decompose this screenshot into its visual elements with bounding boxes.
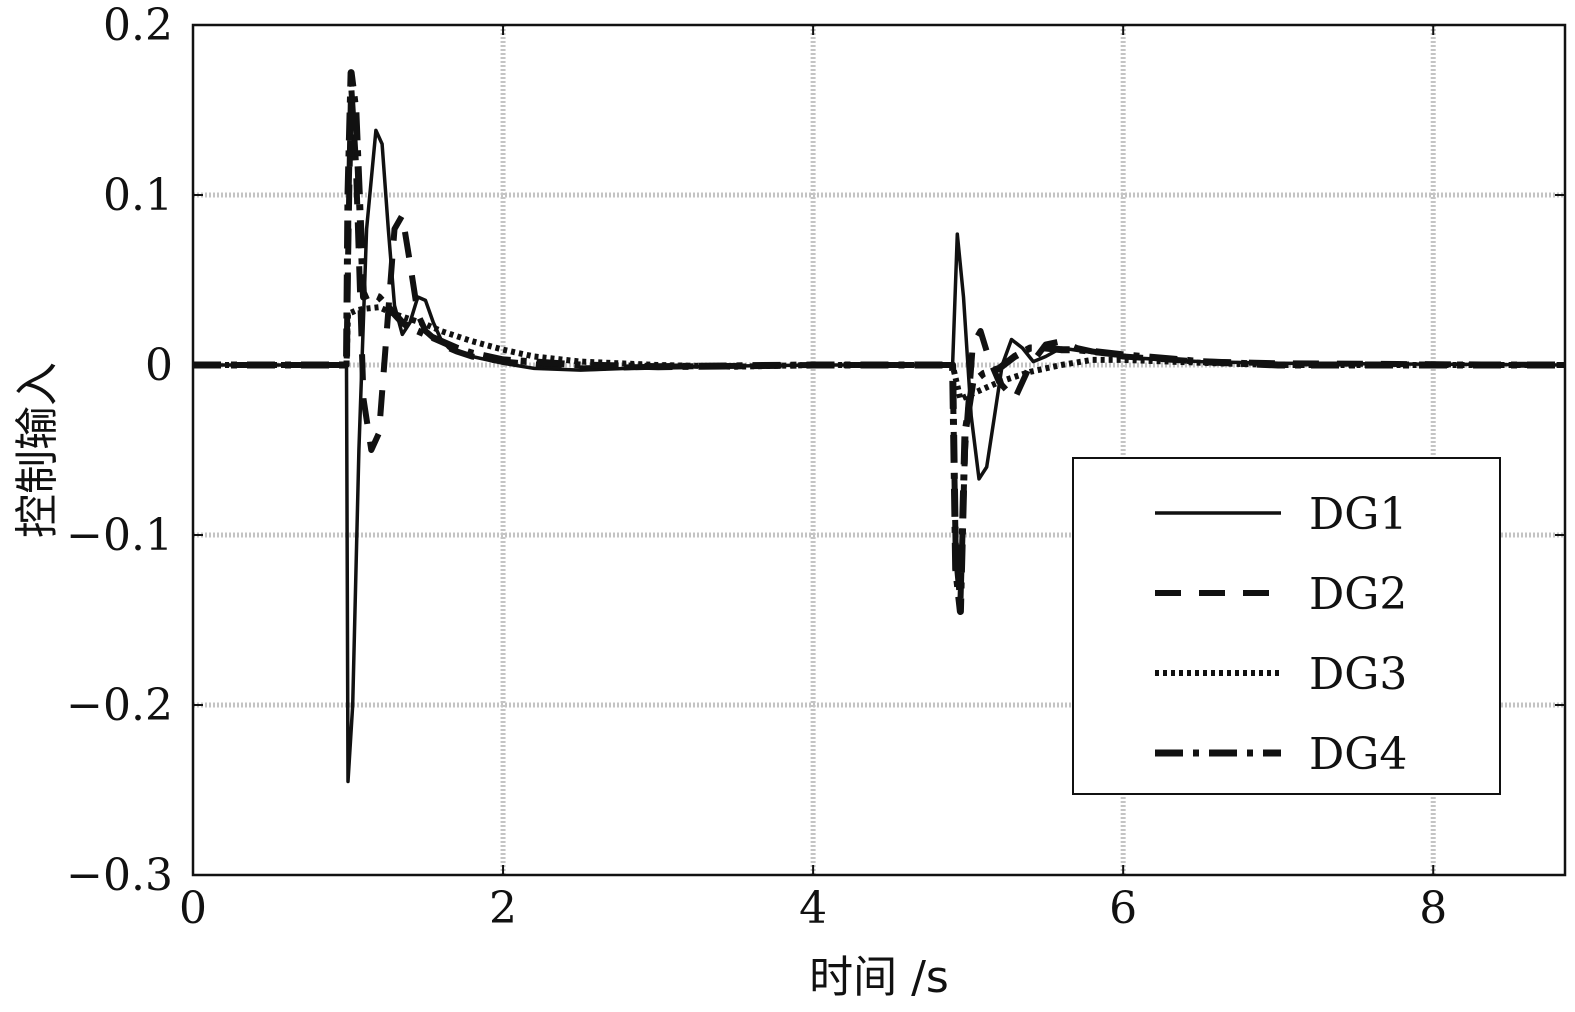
x-tick-label: 2 — [489, 883, 517, 934]
series-line-dg4 — [193, 69, 1565, 615]
legend-label-dg4: DG4 — [1309, 729, 1407, 780]
series-line-dg3 — [193, 304, 1565, 402]
y-tick-label: 0 — [145, 340, 173, 391]
y-tick-label: −0.1 — [66, 510, 173, 561]
y-tick-label: 0.1 — [103, 170, 173, 221]
series-layer — [193, 69, 1566, 784]
x-axis-ticks: 0 2 4 6 8 — [179, 25, 1447, 934]
legend-label-dg1: DG1 — [1309, 489, 1407, 540]
legend-item-dg1: DG1 — [1155, 489, 1407, 540]
x-axis-label: 时间 /s — [809, 952, 949, 1003]
legend-item-dg4: DG4 — [1155, 729, 1407, 780]
y-tick-label: −0.3 — [66, 850, 173, 901]
y-tick-label: −0.2 — [66, 680, 173, 731]
legend-item-dg3: DG3 — [1155, 649, 1407, 700]
legend-label-dg3: DG3 — [1309, 649, 1407, 700]
x-tick-label: 6 — [1109, 883, 1137, 934]
x-tick-label: 4 — [799, 883, 827, 934]
x-tick-label: 0 — [179, 883, 207, 934]
plot-frame — [191, 23, 1567, 877]
legend-label-dg2: DG2 — [1309, 569, 1407, 620]
y-axis-ticks: 0.2 0.1 0 −0.1 −0.2 −0.3 — [66, 0, 1565, 901]
legend-item-dg2: DG2 — [1155, 569, 1407, 620]
series-line-dg2 — [193, 81, 1566, 606]
legend: DG1 DG2 DG3 DG4 — [1072, 457, 1501, 795]
y-axis-label: 控制输入 — [12, 362, 63, 538]
legend-box — [1072, 457, 1501, 795]
x-tick-label: 8 — [1419, 883, 1447, 934]
y-tick-label: 0.2 — [103, 0, 173, 51]
